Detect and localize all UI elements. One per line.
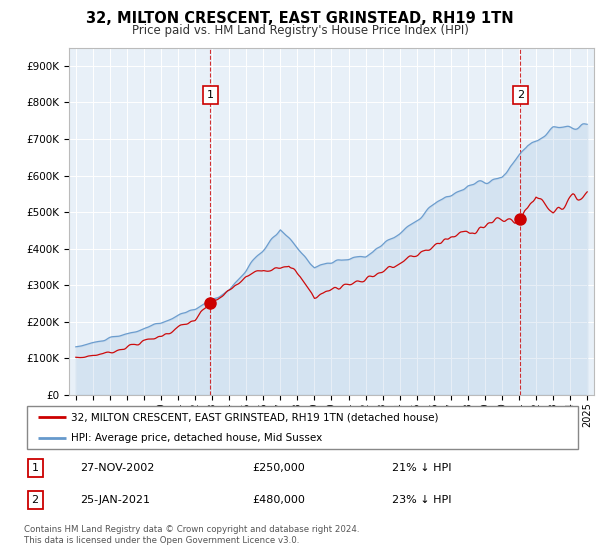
Text: £480,000: £480,000 [253,495,305,505]
Text: 23% ↓ HPI: 23% ↓ HPI [392,495,452,505]
Text: 2: 2 [517,90,524,100]
Text: 27-NOV-2002: 27-NOV-2002 [80,463,154,473]
Text: 25-JAN-2021: 25-JAN-2021 [80,495,150,505]
Text: 1: 1 [207,90,214,100]
Text: £250,000: £250,000 [253,463,305,473]
FancyBboxPatch shape [27,406,578,450]
Text: 32, MILTON CRESCENT, EAST GRINSTEAD, RH19 1TN: 32, MILTON CRESCENT, EAST GRINSTEAD, RH1… [86,11,514,26]
Text: 32, MILTON CRESCENT, EAST GRINSTEAD, RH19 1TN (detached house): 32, MILTON CRESCENT, EAST GRINSTEAD, RH1… [71,412,439,422]
Text: 2: 2 [32,495,39,505]
Text: Price paid vs. HM Land Registry's House Price Index (HPI): Price paid vs. HM Land Registry's House … [131,24,469,36]
Text: 21% ↓ HPI: 21% ↓ HPI [392,463,452,473]
Text: Contains HM Land Registry data © Crown copyright and database right 2024.
This d: Contains HM Land Registry data © Crown c… [24,525,359,545]
Text: HPI: Average price, detached house, Mid Sussex: HPI: Average price, detached house, Mid … [71,433,323,444]
Text: 1: 1 [32,463,38,473]
